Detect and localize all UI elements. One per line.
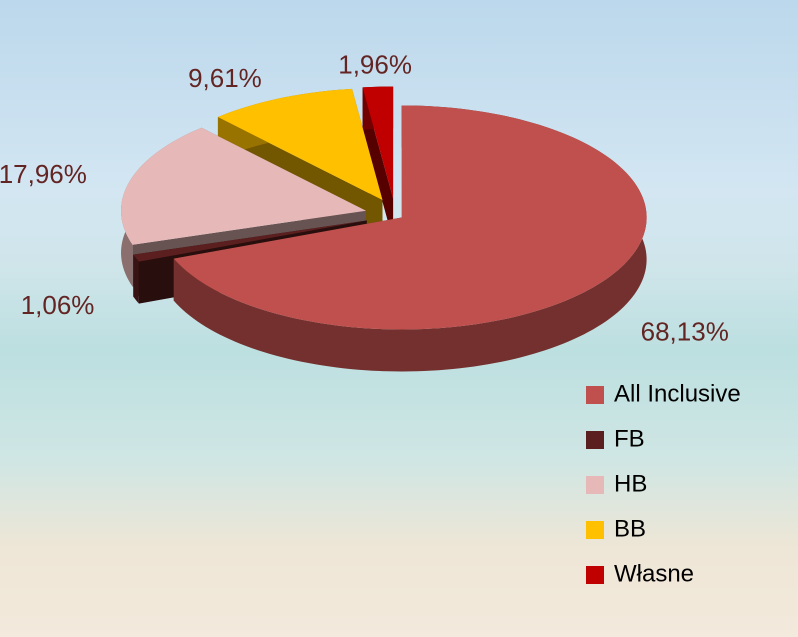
legend-label: Własne <box>614 560 694 587</box>
data-label: 17,96% <box>0 159 87 189</box>
legend-label: BB <box>614 515 646 542</box>
chart: 68,13% 1,06% 17,96% 9,61% 1,96% All Inclusive… <box>0 0 798 637</box>
legend-swatch <box>586 521 604 539</box>
data-label: 68,13% <box>641 317 729 347</box>
legend-label: HB <box>614 470 647 497</box>
data-label: 1,06% <box>21 290 95 320</box>
data-label: 1,96% <box>338 50 412 80</box>
legend-swatch <box>586 431 604 449</box>
legend-swatch <box>586 566 604 584</box>
slice-side <box>133 255 139 304</box>
legend-label: All Inclusive <box>614 380 741 407</box>
page: 68,13% 1,06% 17,96% 9,61% 1,96% All Inclusive… <box>0 0 798 637</box>
legend-swatch <box>586 386 604 404</box>
legend-label: FB <box>614 425 645 452</box>
legend-swatch <box>586 476 604 494</box>
data-label: 9,61% <box>188 63 262 93</box>
